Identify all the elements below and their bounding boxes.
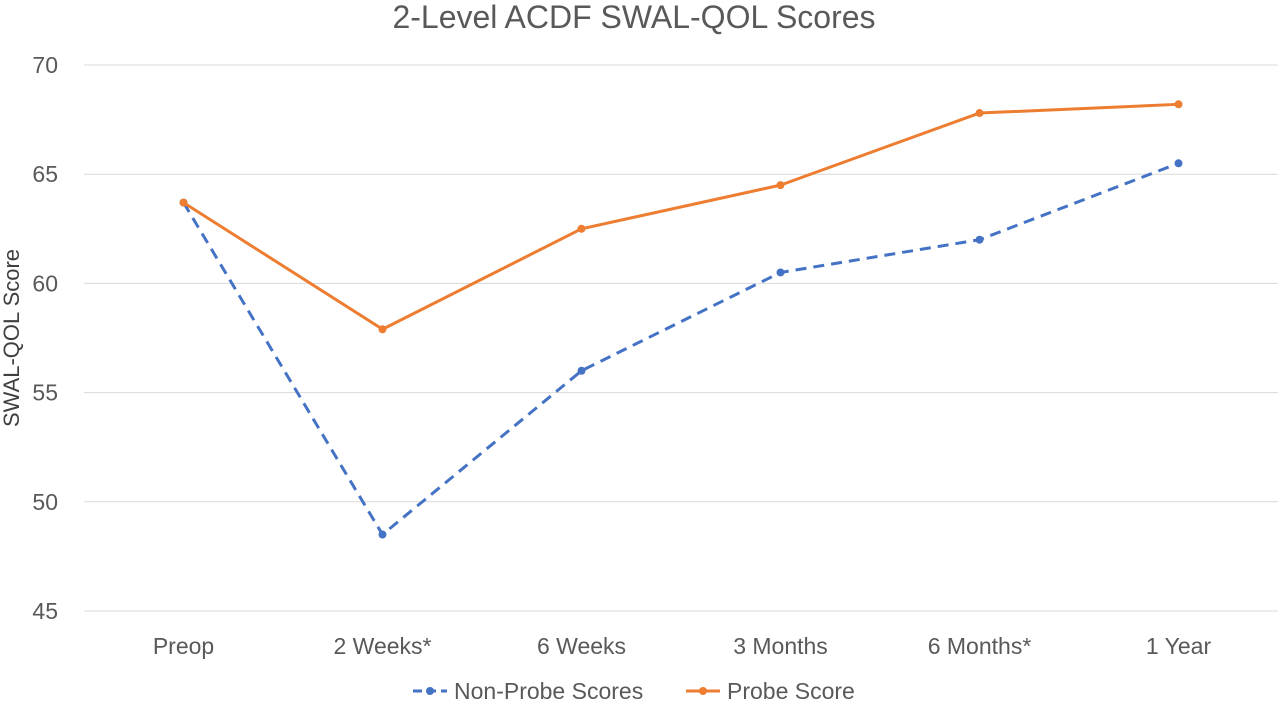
y-axis-label: SWAL-QOL Score: [0, 249, 24, 427]
data-point: [776, 268, 785, 277]
data-point: [378, 325, 387, 334]
series-non-probe-scores: [179, 159, 1183, 539]
chart-title: 2-Level ACDF SWAL-QOL Scores: [392, 0, 875, 35]
x-tick-label: 3 Months: [733, 633, 828, 659]
legend-marker: [426, 687, 434, 695]
data-point: [179, 198, 188, 207]
y-tick-label: 70: [32, 52, 58, 78]
legend-item: Non-Probe Scores: [413, 678, 643, 704]
x-tick-label: 1 Year: [1146, 633, 1212, 659]
y-axis-ticks: 45 50 55 60 65 70: [32, 52, 58, 624]
legend: Non-Probe Scores Probe Score: [413, 678, 855, 704]
legend-marker: [699, 687, 707, 695]
series-group: [179, 100, 1183, 539]
x-tick-label: 6 Months*: [928, 633, 1032, 659]
data-point: [975, 235, 984, 244]
legend-item: Probe Score: [686, 678, 855, 704]
x-tick-label: Preop: [153, 633, 214, 659]
y-tick-label: 55: [32, 380, 58, 406]
data-point: [378, 530, 387, 539]
data-point: [577, 366, 586, 375]
data-point: [1174, 100, 1183, 109]
y-tick-label: 50: [32, 489, 58, 515]
data-point: [975, 109, 984, 118]
series-line: [182, 102, 1179, 331]
legend-label: Non-Probe Scores: [454, 678, 643, 703]
x-tick-label: 6 Weeks: [537, 633, 626, 659]
x-axis-ticks: Preop 2 Weeks* 6 Weeks 3 Months 6 Months* 1 Y…: [153, 633, 1212, 659]
legend-label: Probe Score: [727, 678, 855, 703]
x-tick-label: 2 Weeks*: [333, 633, 431, 659]
series-probe-score: [179, 100, 1183, 334]
y-tick-label: 65: [32, 161, 58, 187]
gridlines: [84, 64, 1278, 612]
data-point: [776, 181, 785, 190]
data-point: [1174, 159, 1183, 168]
data-point: [577, 224, 586, 233]
y-tick-label: 60: [32, 270, 58, 296]
series-line: [182, 161, 1180, 537]
y-tick-label: 45: [32, 598, 58, 624]
